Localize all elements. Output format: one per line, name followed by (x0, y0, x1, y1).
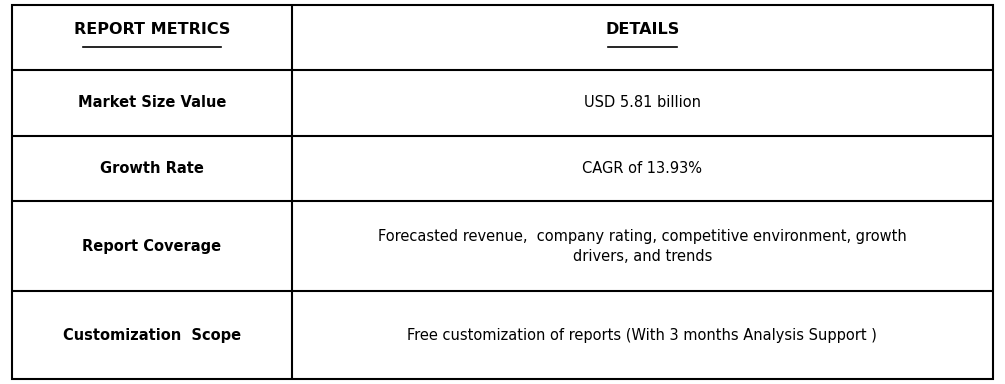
Text: REPORT METRICS: REPORT METRICS (73, 22, 230, 37)
Text: Customization  Scope: Customization Scope (62, 328, 241, 343)
Text: USD 5.81 billion: USD 5.81 billion (584, 96, 700, 111)
Text: Report Coverage: Report Coverage (82, 239, 221, 254)
Text: Forecasted revenue,  company rating, competitive environment, growth
drivers, an: Forecasted revenue, company rating, comp… (378, 229, 907, 264)
Text: DETAILS: DETAILS (605, 22, 679, 37)
Text: Free customization of reports (With 3 months Analysis Support ): Free customization of reports (With 3 mo… (407, 328, 877, 343)
Text: Growth Rate: Growth Rate (99, 161, 204, 176)
Text: CAGR of 13.93%: CAGR of 13.93% (582, 161, 702, 176)
Text: Market Size Value: Market Size Value (77, 96, 226, 111)
